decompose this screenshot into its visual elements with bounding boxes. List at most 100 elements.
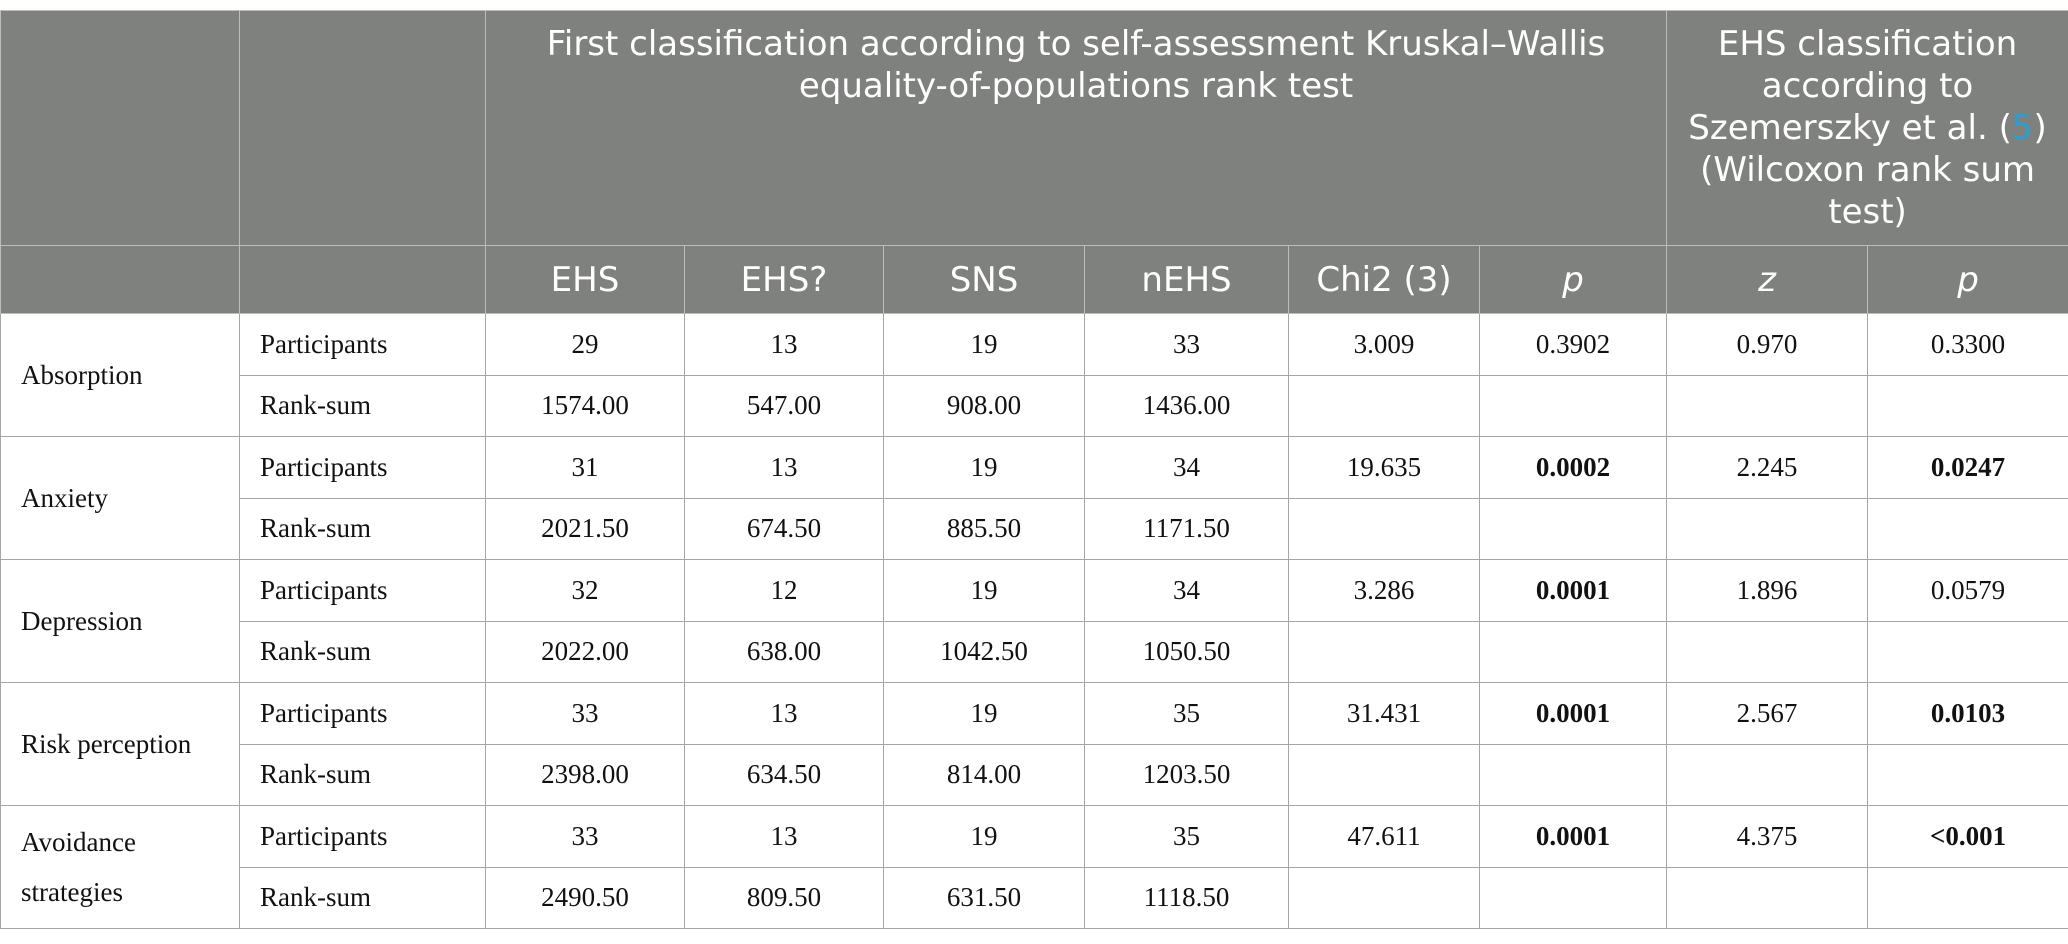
table-cell: 1.896 [1666,559,1869,622]
table-cell: 12 [684,559,884,622]
row-category: Risk perception [0,682,240,806]
table-cell [1478,866,1668,929]
table-row: Rank-sum 2021.50 674.50 885.50 1171.50 [1,497,2068,560]
table-cell: 31.431 [1288,682,1480,745]
table-cell: 34 [1084,559,1289,622]
row-label-participants: Participants [239,805,486,868]
table-cell: 0.0001 [1478,559,1668,622]
row-category: Depression [0,559,240,683]
table-cell: 1574.00 [485,374,685,437]
header-row-groups: First classification according to self-a… [0,10,2068,246]
table-cell: 809.50 [684,866,884,929]
table-cell: 19 [883,313,1085,376]
table-row: Rank-sum 2398.00 634.50 814.00 1203.50 [1,743,2068,806]
table-cell [1867,866,2068,929]
table-cell [1867,374,2068,437]
table-cell [1288,374,1480,437]
table-cell: 0.0247 [1867,436,2068,499]
col-header-sns: SNS [883,245,1085,314]
table-row: Depression Participants 32 12 19 34 3.286 0.000… [0,559,2068,683]
table-cell: 885.50 [883,497,1085,560]
table-row: Anxiety Participants 31 13 19 34 19.635 0.0002 2… [0,436,2068,560]
table-cell: 34 [1084,436,1289,499]
reference-link[interactable]: 5 [2011,108,2034,148]
col-header-nehs: nEHS [1084,245,1289,314]
table-cell: 13 [684,313,884,376]
table-cell: 31 [485,436,685,499]
table-cell [1288,866,1480,929]
table-cell [1478,620,1668,683]
table-cell: 0.0103 [1867,682,2068,745]
table-cell: 1171.50 [1084,497,1289,560]
table-cell [1478,374,1668,437]
table-cell: 4.375 [1666,805,1869,868]
table-cell: 908.00 [883,374,1085,437]
col-header-z: z [1666,245,1869,314]
table-cell [1666,743,1869,806]
table-row: Rank-sum 2022.00 638.00 1042.50 1050.50 [1,620,2068,683]
header-blank-cell [0,10,240,246]
table-cell [1867,620,2068,683]
table-cell: 33 [1084,313,1289,376]
results-table: First classification according to self-a… [0,10,2068,929]
table-cell: 634.50 [684,743,884,806]
table-body: Absorption Participants 29 13 19 33 3.009 0.390… [0,313,2068,929]
row-label-ranksum: Rank-sum [239,374,486,437]
table-cell: 631.50 [883,866,1085,929]
table-cell: 1436.00 [1084,374,1289,437]
table-cell: 13 [684,436,884,499]
table-cell: 2490.50 [485,866,685,929]
table-cell: 2022.00 [485,620,685,683]
table-cell: 47.611 [1288,805,1480,868]
header-blank-cell [239,10,486,246]
table-cell [1288,743,1480,806]
row-category: Avoidance strategies [0,805,240,929]
table-cell: 814.00 [883,743,1085,806]
table-cell [1288,497,1480,560]
header-blank-cell [239,245,486,314]
table-cell: <0.001 [1867,805,2068,868]
table-cell: 2.245 [1666,436,1869,499]
table-cell: 547.00 [684,374,884,437]
table-cell: 19 [883,805,1085,868]
row-label-ranksum: Rank-sum [239,620,486,683]
table-cell: 1050.50 [1084,620,1289,683]
table-cell: 2021.50 [485,497,685,560]
table-cell [1666,497,1869,560]
table-cell: 19 [883,436,1085,499]
table-cell: 638.00 [684,620,884,683]
table-cell: 0.0001 [1478,682,1668,745]
table-cell: 29 [485,313,685,376]
table-cell: 32 [485,559,685,622]
table-cell: 13 [684,682,884,745]
table-cell: 0.3902 [1478,313,1668,376]
table-cell: 33 [485,805,685,868]
table-cell: 3.286 [1288,559,1480,622]
table-row: Rank-sum 1574.00 547.00 908.00 1436.00 [1,374,2068,437]
col-header-ehs: EHS [485,245,685,314]
table-cell: 0.0001 [1478,805,1668,868]
table-cell [1478,743,1668,806]
row-label-participants: Participants [239,682,486,745]
header-blank-cell [0,245,240,314]
table-cell: 2.567 [1666,682,1869,745]
col-header-chi2: Chi2 (3) [1288,245,1480,314]
row-label-participants: Participants [239,559,486,622]
row-category: Anxiety [0,436,240,560]
row-label-participants: Participants [239,313,486,376]
header-group-ehs-classification: EHS classification according to Szemersz… [1666,10,2068,246]
row-category: Absorption [0,313,240,437]
table-cell [1478,497,1668,560]
table-cell: 2398.00 [485,743,685,806]
table-cell: 674.50 [684,497,884,560]
table-cell: 19 [883,682,1085,745]
table-cell: 1118.50 [1084,866,1289,929]
row-label-ranksum: Rank-sum [239,866,486,929]
table-cell [1666,374,1869,437]
row-label-ranksum: Rank-sum [239,743,486,806]
table-cell: 1203.50 [1084,743,1289,806]
table-cell: 3.009 [1288,313,1480,376]
table-cell: 35 [1084,682,1289,745]
table-cell: 35 [1084,805,1289,868]
header-group-kruskal-wallis: First classification according to self-a… [484,10,1668,246]
